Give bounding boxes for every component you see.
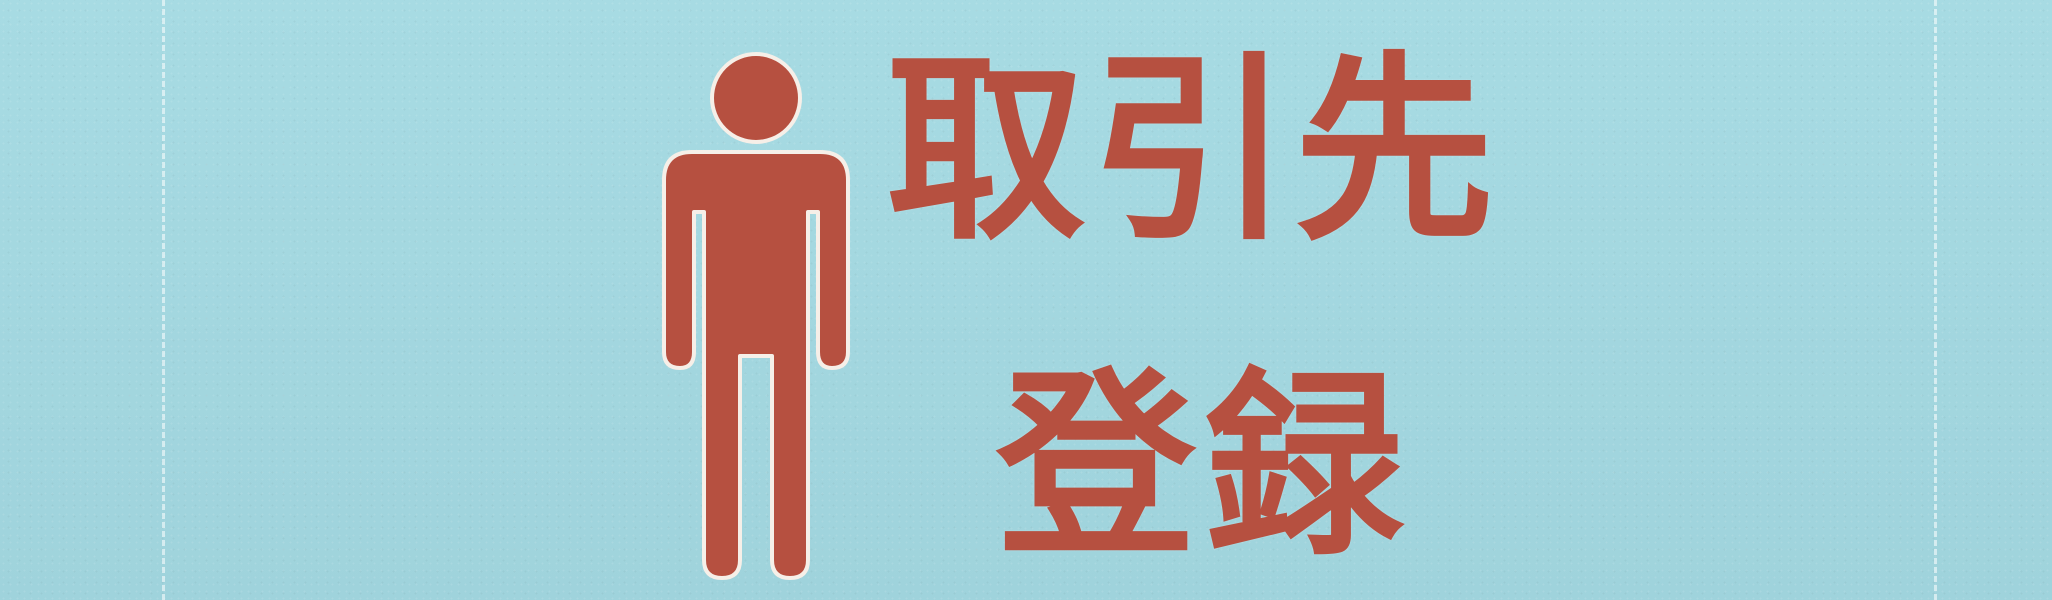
left-stitch-line xyxy=(162,0,165,600)
right-stitch-line xyxy=(1934,0,1937,600)
title-line-2: 登録 xyxy=(996,351,1413,584)
title-line-1: 取引先 xyxy=(886,35,1499,268)
person-icon xyxy=(662,52,850,580)
